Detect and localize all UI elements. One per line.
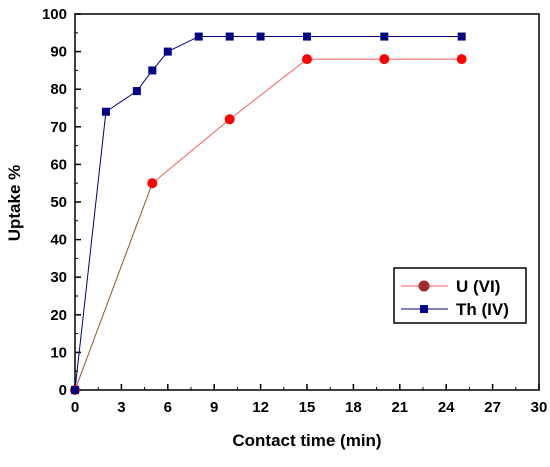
y-axis-title: Uptake % — [5, 165, 24, 242]
series-th-point — [101, 107, 110, 116]
x-tick-label: 24 — [438, 399, 455, 416]
series-u-segment — [152, 118, 230, 184]
series-th-segment — [105, 90, 138, 113]
y-tick-label: 10 — [50, 344, 67, 361]
series-u-point — [456, 54, 467, 65]
y-tick-label: 80 — [50, 81, 67, 98]
y-tick-label: 90 — [50, 44, 67, 61]
x-axis-title: Contact time (min) — [232, 431, 381, 450]
legend-label-th: Th (IV) — [456, 300, 509, 319]
x-tick-label: 6 — [164, 399, 172, 416]
y-tick-label: 70 — [50, 119, 67, 136]
x-tick-label: 21 — [391, 399, 408, 416]
series-u-point — [302, 54, 312, 65]
x-tick-label: 30 — [531, 399, 548, 416]
series-u-point — [224, 114, 235, 125]
y-tick-label: 50 — [50, 194, 67, 211]
x-tick-label: 15 — [299, 399, 316, 416]
y-tick-label: 40 — [50, 232, 67, 249]
x-tick-label: 9 — [210, 399, 218, 416]
y-tick-label: 60 — [50, 156, 67, 173]
y-tick-label: 0 — [59, 382, 67, 399]
x-tick-label: 18 — [345, 399, 362, 416]
series-u-segment — [229, 58, 308, 120]
plot-frame — [74, 13, 540, 391]
y-tick-label: 100 — [42, 6, 67, 23]
series-th-point — [225, 32, 234, 41]
series-th-segment — [74, 111, 107, 391]
series-th-point — [256, 32, 265, 41]
series-th-segment — [167, 36, 199, 53]
y-tick-label: 30 — [50, 269, 67, 286]
series-th-point — [194, 32, 203, 41]
y-tick-label: 20 — [50, 307, 67, 324]
series-u-segment — [74, 183, 153, 391]
series-u-point — [379, 54, 390, 65]
x-tick-label: 12 — [252, 399, 269, 416]
axes-layer: 0 3 6 9 12 15 18 21 24 27 30 0 10 20 30 40 50 60 70 80 90 100 — [42, 6, 547, 416]
legend-marker-th — [420, 305, 428, 313]
series-th-point — [380, 32, 389, 41]
legend-label-u: U (VI) — [456, 277, 500, 296]
series-th-point — [163, 47, 172, 56]
x-tick-label: 0 — [71, 399, 79, 416]
x-tick-label: 3 — [117, 399, 125, 416]
series-th-point — [71, 386, 79, 394]
legend-box — [393, 267, 527, 324]
series-th-point — [303, 32, 311, 41]
series-th-point — [132, 87, 141, 96]
x-tick-label: 27 — [484, 399, 501, 416]
series-th-point — [457, 32, 466, 41]
legend-marker-u — [418, 280, 430, 292]
series-th-point — [148, 66, 157, 75]
series-u-point — [147, 178, 158, 189]
legend: U (VI) Th (IV) — [393, 267, 527, 324]
series-layer — [70, 32, 467, 395]
